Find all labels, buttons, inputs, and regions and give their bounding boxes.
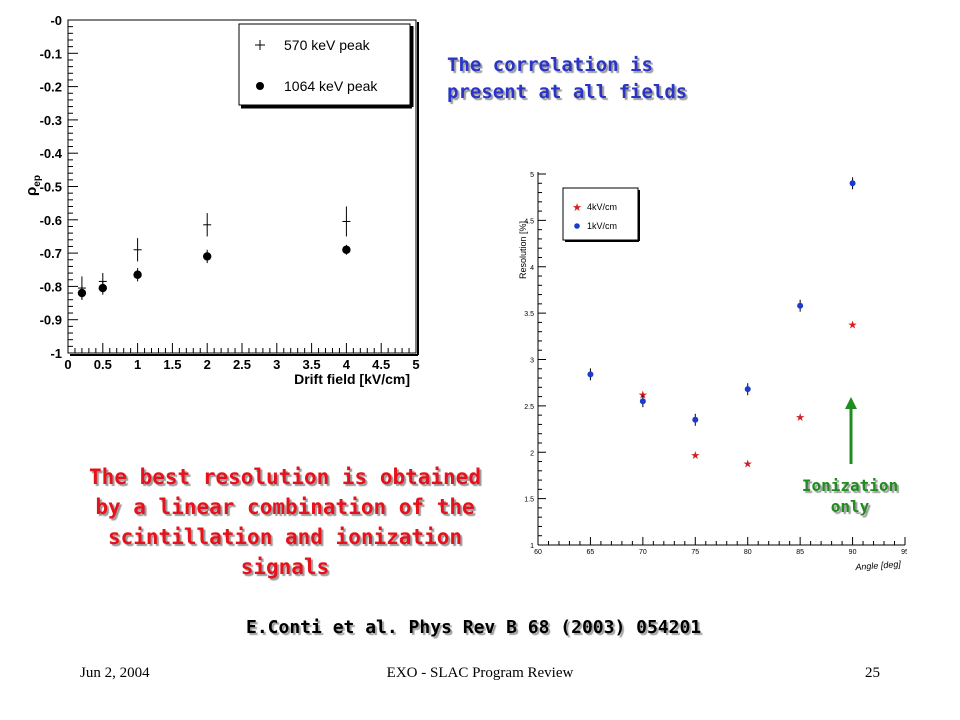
x-tick-label: 1	[134, 357, 141, 372]
marks-group	[77, 206, 351, 300]
legend-dot-marker	[256, 82, 264, 90]
y-tick-label: -0.4	[40, 146, 63, 161]
point-1kv	[587, 371, 594, 378]
marks-group: ★★★★★	[587, 177, 858, 470]
point-1kv	[849, 180, 856, 187]
footer-date: Jun 2, 2004	[80, 665, 150, 681]
point-1064-kev	[77, 288, 87, 298]
x-tick-label: 0.5	[94, 357, 112, 372]
point-1kv	[744, 386, 751, 393]
x-tick-label: 80	[744, 549, 752, 556]
footer-page-number: 25	[865, 665, 880, 681]
axes-group: -0 -0.1 -0.2 -0.3 -0.4 -0.5 -0.6 -0.7 -0.8 -0.9 -1…	[40, 13, 420, 372]
y-tick-label: -0.3	[40, 113, 62, 128]
best-resolution-line-1: The best resolution is obtained	[89, 465, 481, 489]
y-tick-label: -0.5	[40, 180, 62, 195]
y-tick-label: -0.8	[40, 279, 62, 294]
point-4kv: ★	[795, 412, 805, 424]
y-tick-label: -0.9	[40, 313, 62, 328]
legend: 570 keV peak 1064 keV peak	[238, 23, 414, 109]
y-tick-label: 1.5	[524, 497, 534, 504]
best-resolution-line-2: by a linear combination of the	[95, 495, 475, 519]
point-4kv: ★	[690, 450, 700, 462]
y-tick-label: 3.5	[524, 311, 534, 318]
point-1064-kev	[98, 283, 108, 293]
y-axis-label-main: ρ	[23, 187, 40, 196]
point-1kv	[639, 398, 646, 405]
x-tick-label: 95	[901, 549, 907, 556]
legend-star-marker: ★	[572, 202, 582, 214]
point-1064-kev	[133, 270, 142, 279]
y-tick-label: 2.5	[524, 404, 534, 411]
y-tick-label: 2	[530, 450, 534, 457]
y-tick-label: -0.6	[40, 213, 62, 228]
correlation-note-line-2: present at all fields	[447, 81, 688, 103]
correlation-chart: -0 -0.1 -0.2 -0.3 -0.4 -0.5 -0.6 -0.7 -0.8 -0.9 -1…	[23, 13, 420, 387]
point-4kv: ★	[848, 319, 858, 331]
y-axis-label: ρep	[23, 175, 43, 196]
y-tick-label: -0.7	[40, 246, 62, 261]
point-1kv	[692, 416, 699, 423]
x-tick-label: 5	[412, 357, 419, 372]
y-axis-label-sub: ep	[32, 175, 43, 187]
ionization-label-line-1: Ionization	[801, 476, 899, 495]
x-tick-label: 0	[64, 357, 71, 372]
x-tick-label: 65	[587, 549, 595, 556]
legend-box	[238, 23, 411, 106]
x-axis-label: Drift field [kV/cm]	[294, 371, 410, 387]
ionization-label-line-2: only	[830, 497, 870, 516]
x-tick-label: 3	[273, 357, 280, 372]
legend-cross-marker	[255, 40, 265, 50]
x-tick-label: 85	[796, 549, 804, 556]
y-tick-label: -0.1	[40, 46, 62, 61]
x-axis-label: Angle [deg]	[854, 559, 902, 572]
legend-label-1064: 1064 keV peak	[284, 78, 378, 94]
x-tick-label: 2.5	[233, 357, 251, 372]
x-tick-label: 2	[204, 357, 211, 372]
legend: ★ 4kV/cm 1kV/cm	[562, 187, 640, 242]
x-tick-label: 70	[639, 549, 647, 556]
best-resolution-note: The best resolution is obtained by a lin…	[60, 462, 510, 582]
legend-box	[562, 187, 639, 241]
x-tick-label: 4	[343, 357, 351, 372]
ionization-only-label: Ionization only	[780, 475, 920, 517]
x-tick-label: 60	[534, 549, 542, 556]
point-4kv: ★	[743, 458, 753, 470]
arrow-head	[845, 397, 857, 409]
y-tick-label: -0	[50, 13, 62, 28]
y-tick-label: -0.2	[40, 80, 62, 95]
legend-label-570: 570 keV peak	[284, 37, 371, 53]
y-tick-label: -1	[50, 346, 62, 361]
y-tick-label: 3	[530, 358, 534, 365]
y-tick-label: 5	[530, 172, 534, 179]
x-tick-label: 75	[691, 549, 699, 556]
footer-title: EXO - SLAC Program Review	[386, 665, 574, 681]
point-1064-kev	[342, 245, 351, 254]
y-tick-label: 4.5	[524, 218, 534, 225]
legend-label-4kv: 4kV/cm	[587, 202, 617, 212]
point-1064-kev	[203, 252, 212, 261]
citation: E.Conti et al. Phys Rev B 68 (2003) 0542…	[246, 617, 702, 638]
x-tick-label: 3.5	[303, 357, 321, 372]
correlation-note-line-1: The correlation is	[447, 54, 653, 76]
y-axis-label: Resolution [%]	[518, 221, 528, 279]
y-tick-label: 4	[530, 265, 534, 272]
x-tick-label: 1.5	[163, 357, 181, 372]
correlation-note: The correlation is present at all fields	[447, 52, 687, 106]
point-1kv	[797, 302, 804, 309]
ionization-arrow	[845, 397, 857, 464]
axes-group: 1 1.5 2 2.5 3 3.5 4 4.5 5 60 65 70 75 80 85 90 95	[524, 172, 907, 556]
x-tick-label: 4.5	[372, 357, 390, 372]
best-resolution-line-3: scintillation and ionization signals	[107, 525, 462, 579]
x-tick-label: 90	[849, 549, 857, 556]
y-tick-label: 1	[530, 543, 534, 550]
legend-label-1kv: 1kV/cm	[587, 221, 617, 231]
legend-dot-marker	[574, 223, 580, 229]
